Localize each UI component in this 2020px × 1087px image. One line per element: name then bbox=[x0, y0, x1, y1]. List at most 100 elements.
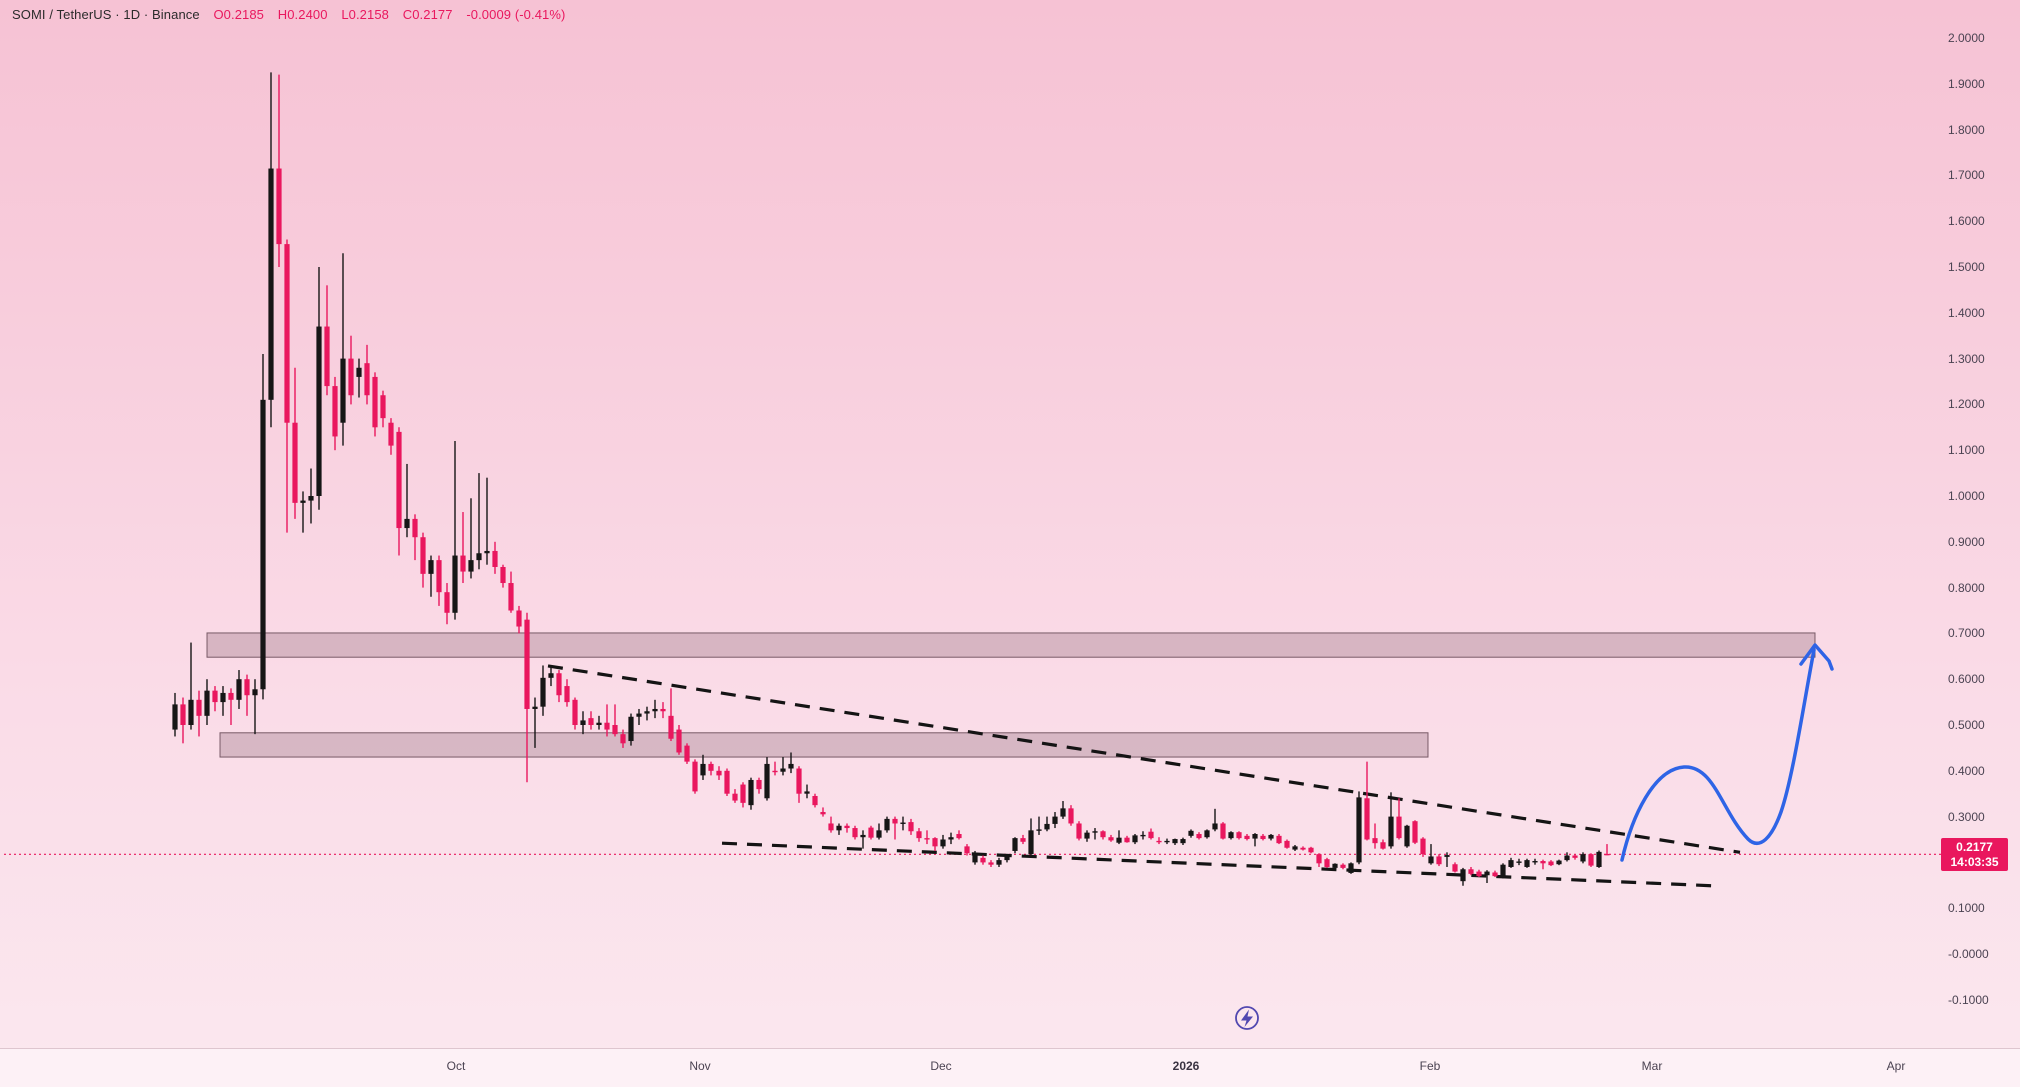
candle-bull bbox=[748, 777, 754, 810]
candle-body bbox=[1388, 816, 1394, 847]
candle-bull bbox=[260, 354, 266, 700]
candle-bull bbox=[476, 473, 482, 570]
candle-body bbox=[1124, 837, 1130, 843]
candle-bear bbox=[1604, 844, 1610, 856]
time-scale[interactable]: Oct Nov Dec 2026 Feb Mar Apr bbox=[0, 1048, 2020, 1087]
candle-bear bbox=[588, 711, 594, 730]
candle-bear bbox=[348, 335, 354, 405]
candle-body bbox=[1260, 835, 1266, 840]
candle-body bbox=[268, 168, 274, 400]
candle-bear bbox=[676, 725, 682, 755]
candle-body bbox=[452, 555, 458, 613]
price-axis-tick: 1.9000 bbox=[1948, 76, 1985, 91]
candle-body bbox=[1580, 854, 1586, 862]
candle-bull bbox=[1460, 867, 1466, 886]
lightning-mode-button[interactable] bbox=[1235, 1006, 1259, 1030]
candle-body bbox=[244, 679, 250, 696]
candle-bear bbox=[924, 830, 930, 845]
candle-bear bbox=[724, 768, 730, 796]
candle-bear bbox=[396, 427, 402, 556]
candle-bear bbox=[820, 807, 826, 817]
candle-bull bbox=[172, 692, 178, 737]
candle-body bbox=[1148, 831, 1154, 839]
candle-body bbox=[684, 745, 690, 762]
candle-bull bbox=[1388, 792, 1394, 849]
candle-body bbox=[1356, 797, 1362, 863]
candle-bear bbox=[420, 532, 426, 588]
candle-body bbox=[596, 722, 602, 725]
candle-bear bbox=[1156, 837, 1162, 845]
candle-body bbox=[812, 795, 818, 806]
candle-bear bbox=[276, 74, 282, 267]
candle-body bbox=[404, 518, 410, 529]
candle-body bbox=[636, 713, 642, 717]
supply-zone-upper[interactable] bbox=[206, 632, 1816, 658]
candle-body bbox=[292, 422, 298, 503]
supply-zone-lower[interactable] bbox=[219, 732, 1429, 758]
candle-bull bbox=[1500, 863, 1506, 879]
candle-body bbox=[204, 690, 210, 716]
candle-body bbox=[1268, 834, 1274, 839]
candle-body bbox=[1156, 840, 1162, 843]
candle-bear bbox=[1588, 853, 1594, 867]
candle-body bbox=[356, 367, 362, 377]
lightning-circle[interactable] bbox=[1235, 1006, 1259, 1030]
candle-body bbox=[1076, 823, 1082, 839]
candle-body bbox=[932, 838, 938, 847]
candle-bull bbox=[884, 816, 890, 833]
projection-curve-arrow[interactable] bbox=[1620, 643, 1834, 862]
candle-bear bbox=[844, 823, 850, 833]
candle-bear bbox=[1244, 834, 1250, 841]
candle-bull bbox=[1116, 830, 1122, 845]
candle-body bbox=[1020, 838, 1026, 842]
candle-bear bbox=[620, 729, 626, 748]
candle-bull bbox=[636, 708, 642, 725]
candle-body bbox=[1004, 856, 1010, 861]
candle-body bbox=[1420, 838, 1426, 855]
current-price-value: 0.2177 bbox=[1956, 839, 1993, 854]
candle-bull bbox=[268, 72, 274, 428]
candle-bear bbox=[732, 789, 738, 803]
candle-body bbox=[372, 376, 378, 428]
candle-bull bbox=[220, 686, 226, 716]
candle-bear bbox=[1572, 854, 1578, 860]
candle-body bbox=[1284, 840, 1290, 848]
candle-body bbox=[676, 729, 682, 753]
candle-bull bbox=[1164, 838, 1170, 845]
candle-body bbox=[572, 699, 578, 725]
candle-bear bbox=[1276, 834, 1282, 845]
candle-bull bbox=[1180, 837, 1186, 845]
candle-body bbox=[252, 689, 258, 696]
candle-body bbox=[796, 768, 802, 794]
candle-bear bbox=[868, 825, 874, 840]
candle-bull bbox=[1508, 857, 1514, 868]
candle-bull bbox=[1092, 828, 1098, 840]
bar-countdown: 14:03:35 bbox=[1950, 854, 1999, 869]
candle-body bbox=[228, 692, 234, 700]
candle-bear bbox=[1476, 869, 1482, 878]
symbol-title[interactable]: SOMI / TetherUS · 1D · Binance bbox=[12, 7, 200, 22]
candle-bull bbox=[1268, 834, 1274, 841]
candle-bear bbox=[372, 372, 378, 437]
candle-body bbox=[1252, 834, 1258, 839]
descending-trendline-upper[interactable] bbox=[547, 664, 1741, 854]
candle-body bbox=[1460, 869, 1466, 882]
candle-bear bbox=[388, 418, 394, 455]
descending-trendline-lower[interactable] bbox=[721, 841, 1713, 888]
candle-body bbox=[604, 722, 610, 730]
trendlines[interactable] bbox=[547, 664, 1741, 888]
projection-curve[interactable] bbox=[1620, 648, 1816, 862]
candle-bull bbox=[804, 784, 810, 799]
candle-body bbox=[420, 537, 426, 574]
symbol-header[interactable]: SOMI / TetherUS · 1D · Binance O0.2185 H… bbox=[12, 7, 565, 22]
candle-bear bbox=[516, 605, 522, 634]
candle-body bbox=[988, 862, 994, 865]
candle-bear bbox=[1340, 863, 1346, 870]
supply-zones[interactable] bbox=[206, 632, 1816, 758]
candle-body bbox=[1412, 821, 1418, 843]
candle-body bbox=[1484, 871, 1490, 876]
candle-body bbox=[1132, 835, 1138, 843]
candle-bull bbox=[1036, 816, 1042, 835]
candle-body bbox=[476, 553, 482, 561]
